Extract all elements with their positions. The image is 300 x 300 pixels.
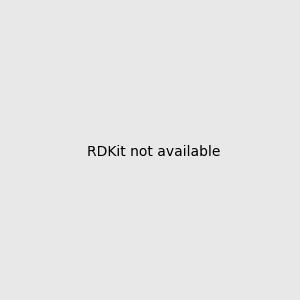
Text: RDKit not available: RDKit not available bbox=[87, 145, 220, 158]
